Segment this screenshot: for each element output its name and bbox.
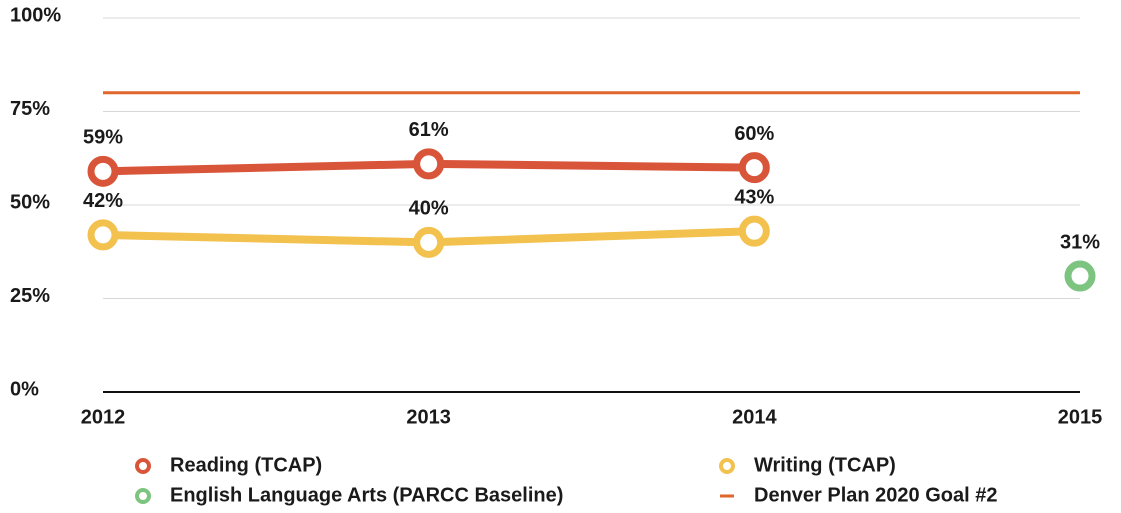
data-point xyxy=(738,215,770,247)
y-tick-label: 25% xyxy=(10,285,50,307)
y-tick-label: 100% xyxy=(10,4,61,26)
x-tick-label: 2014 xyxy=(732,406,777,428)
x-tick-label: 2013 xyxy=(406,406,451,428)
data-point xyxy=(87,219,119,251)
legend-label: Writing (TCAP) xyxy=(754,454,896,476)
legend-marker xyxy=(135,488,151,504)
x-tick-label: 2015 xyxy=(1058,406,1103,428)
data-label: 59% xyxy=(83,127,123,149)
data-label: 43% xyxy=(734,186,774,208)
data-label: 40% xyxy=(409,198,449,220)
legend-label: English Language Arts (PARCC Baseline) xyxy=(170,484,563,506)
data-label: 60% xyxy=(734,123,774,145)
legend-marker xyxy=(135,458,151,474)
data-label: 61% xyxy=(409,119,449,141)
x-tick-label: 2012 xyxy=(81,406,126,428)
data-point xyxy=(87,155,119,187)
y-tick-label: 0% xyxy=(10,378,39,400)
data-label: 42% xyxy=(83,190,123,212)
y-tick-label: 75% xyxy=(10,98,50,120)
data-label: 31% xyxy=(1060,231,1100,253)
data-point xyxy=(738,152,770,184)
y-tick-label: 50% xyxy=(10,191,50,213)
data-point xyxy=(1064,260,1096,292)
legend-label: Denver Plan 2020 Goal #2 xyxy=(754,484,997,506)
data-point xyxy=(413,226,445,258)
data-point xyxy=(413,148,445,180)
legend-marker xyxy=(719,458,735,474)
legend-label: Reading (TCAP) xyxy=(170,454,322,476)
